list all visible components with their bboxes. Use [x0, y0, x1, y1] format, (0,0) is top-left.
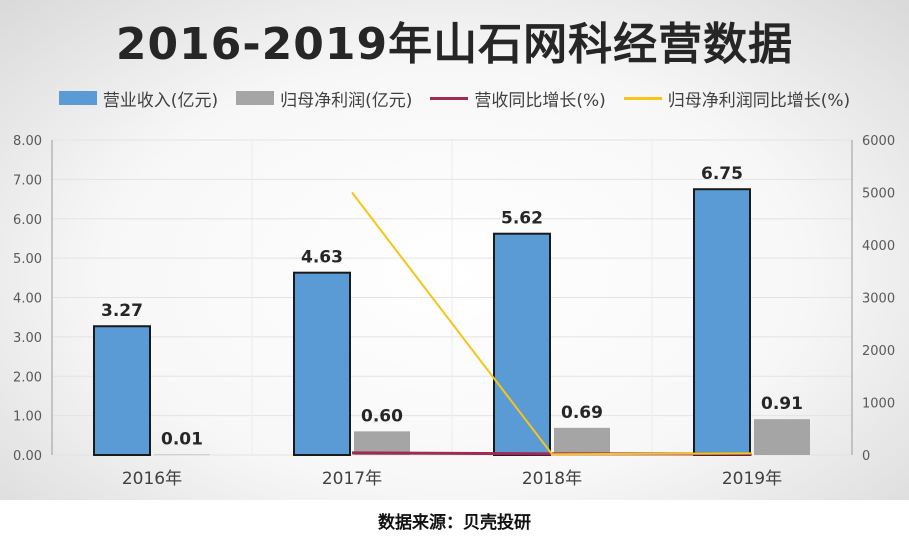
- bar-revenue: [493, 232, 551, 456]
- legend-label: 营收同比增长(%): [474, 90, 606, 111]
- legend-swatch: [623, 96, 662, 100]
- x-tick-label: 2019年: [722, 469, 782, 489]
- bar-profit: [554, 427, 610, 455]
- data-label-profit: 0.69: [561, 403, 603, 423]
- y-tick-label: 5.00: [13, 252, 42, 267]
- y-tick-label: 8.00: [13, 134, 42, 149]
- chart-plot: 0.00 1.00 2.00 3.00 4.00 5.00 6.00 7.00 8.00 0 100…: [13, 134, 895, 489]
- chart-frame: 2016-2019年山石网科经营数据 营业收入(亿元) 归母净利润(亿元) 营收同比…: [0, 0, 909, 500]
- legend-swatch: [430, 96, 469, 100]
- bar-profit: [754, 419, 810, 455]
- y-tick-label: 7.00: [13, 173, 42, 188]
- y2-tick-label: 1000: [862, 397, 895, 412]
- legend-label: 营业收入(亿元): [102, 90, 219, 111]
- bar-revenue: [293, 271, 351, 456]
- legend-swatch: [236, 91, 275, 105]
- source-note: 数据来源：贝壳投研: [378, 513, 531, 533]
- chart-legend: 营业收入(亿元) 归母净利润(亿元) 营收同比增长(%) 归母净利润同比增长(%): [0, 86, 909, 111]
- y-tick-label: 6.00: [13, 213, 42, 228]
- legend-item: 营收同比增长(%): [430, 86, 606, 111]
- y-tick-label: 1.00: [13, 410, 42, 425]
- line-profit-growth: [351, 191, 753, 456]
- data-label-profit: 0.60: [361, 406, 403, 426]
- legend-label: 归母净利润(亿元): [280, 90, 413, 111]
- y2-tick-label: 2000: [862, 344, 895, 359]
- chart-title: 2016-2019年山石网科经营数据: [115, 19, 794, 70]
- y-tick-label: 2.00: [13, 370, 42, 385]
- legend-item: 营业收入(亿元): [58, 86, 219, 111]
- legend-label: 归母净利润同比增长(%): [667, 90, 851, 111]
- y2-tick-label: 6000: [862, 134, 895, 149]
- data-label-revenue: 5.62: [501, 209, 543, 229]
- x-tick-label: 2017年: [322, 469, 382, 489]
- bar-revenue: [93, 325, 151, 456]
- legend-item: 归母净利润(亿元): [236, 86, 412, 111]
- x-tick-label: 2016年: [122, 469, 182, 489]
- data-label-revenue: 4.63: [301, 248, 343, 268]
- bar-profit: [154, 454, 210, 456]
- y-tick-label: 0.00: [13, 449, 42, 464]
- data-label-revenue: 6.75: [701, 164, 743, 184]
- data-label-revenue: 3.27: [101, 301, 143, 321]
- x-tick-label: 2018年: [522, 469, 582, 489]
- y-tick-label: 3.00: [13, 331, 42, 346]
- y-tick-label: 4.00: [13, 292, 42, 307]
- data-label-profit: 0.91: [761, 394, 803, 414]
- y2-tick-label: 5000: [862, 187, 895, 202]
- legend-item: 归母净利润同比增长(%): [623, 86, 851, 111]
- legend-swatch: [58, 91, 97, 105]
- y2-tick-label: 0: [862, 449, 870, 464]
- bar-profit: [354, 431, 410, 455]
- data-label-profit: 0.01: [161, 430, 203, 450]
- y2-tick-label: 3000: [862, 292, 895, 307]
- bar-revenue: [693, 188, 751, 456]
- y2-tick-label: 4000: [862, 239, 895, 254]
